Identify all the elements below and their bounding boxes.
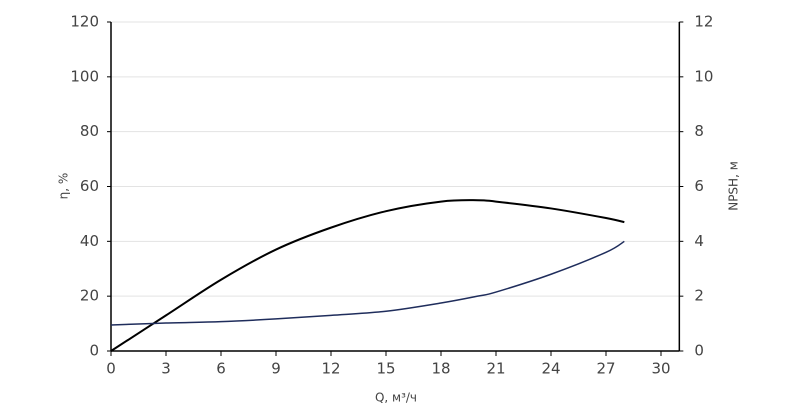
y2-tick-label: 8 <box>694 122 704 140</box>
x-tick-label: 21 <box>486 360 505 378</box>
line-series <box>110 199 625 352</box>
y2-tick-label: 10 <box>694 67 713 85</box>
y2-tick-label: 12 <box>694 13 713 31</box>
y-tick-label: 100 <box>70 67 99 85</box>
x-axis-label: Q, м³/ч <box>375 391 417 405</box>
line-series <box>110 240 625 326</box>
y2-tick-label: 2 <box>694 287 704 305</box>
x-tick-label: 24 <box>541 360 560 378</box>
y-tick-label: 60 <box>80 177 99 195</box>
y2-tick-label: 0 <box>694 342 704 360</box>
y-axis-label: η, % <box>57 173 71 200</box>
x-tick-label: 9 <box>271 360 281 378</box>
x-tick-label: 6 <box>216 360 226 378</box>
x-tick-label: 15 <box>376 360 395 378</box>
y-tick-label: 40 <box>80 232 99 250</box>
x-tick-label: 30 <box>651 360 670 378</box>
x-tick-label: 12 <box>321 360 340 378</box>
x-tick-label: 3 <box>161 360 171 378</box>
x-tick-label: 27 <box>596 360 615 378</box>
y2-tick-label: 4 <box>694 232 704 250</box>
x-tick-label: 0 <box>106 360 116 378</box>
y2-axis-label: NPSH, м <box>727 161 741 211</box>
y-tick-label: 0 <box>89 342 99 360</box>
y2-tick-label: 6 <box>694 177 704 195</box>
y-tick-label: 80 <box>80 122 99 140</box>
y-tick-label: 20 <box>80 287 99 305</box>
x-tick-label: 18 <box>431 360 450 378</box>
y-tick-label: 120 <box>70 13 99 31</box>
